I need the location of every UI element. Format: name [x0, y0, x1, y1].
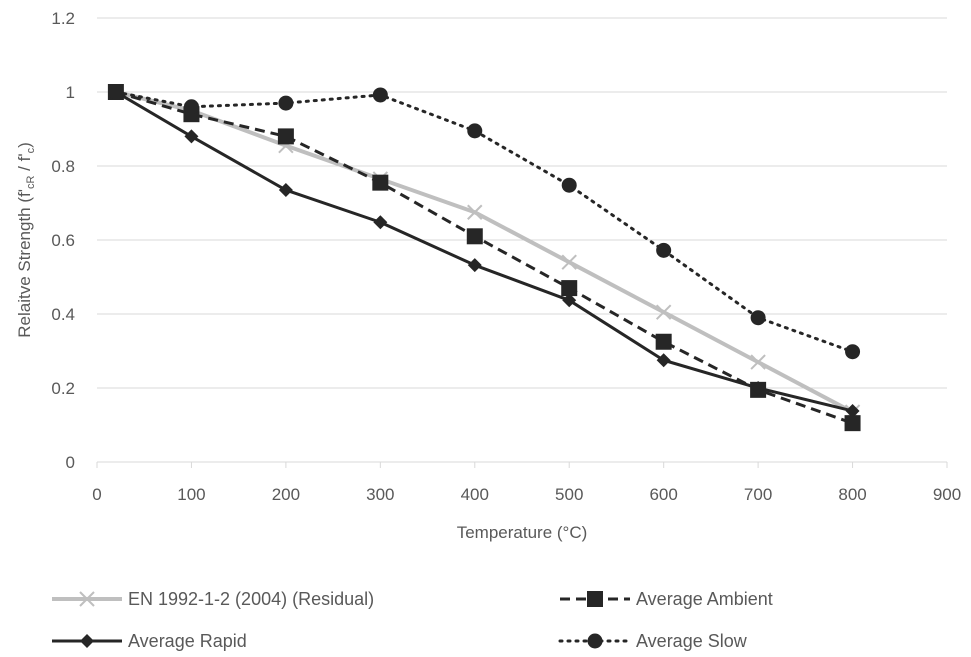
y-tick-label: 1.2 — [51, 9, 75, 28]
marker-stroke — [561, 254, 577, 270]
data-point — [655, 304, 672, 320]
data-point — [750, 354, 766, 370]
legend-item-1: Average Ambient — [560, 589, 773, 609]
x-tick-label: 900 — [933, 485, 961, 504]
legend-item-0: EN 1992-1-2 (2004) (Residual) — [52, 589, 374, 609]
data-point — [561, 177, 577, 193]
marker-stroke — [467, 204, 483, 220]
data-point — [278, 95, 294, 111]
data-point — [655, 333, 672, 350]
x-tick-label: 600 — [649, 485, 677, 504]
y-tick-label: 0.4 — [51, 305, 75, 324]
axes: 0 0.2 0.4 0.6 0.8 1 1.2 0 100 200 300 400 500 600 700 8… — [15, 9, 961, 542]
y-axis-title: Relaitve Strength (f'cR / f'c) — [15, 142, 37, 338]
y-axis-title-subscript: cR — [25, 176, 37, 190]
y-axis-title-part: Relaitve Strength (f' — [15, 189, 34, 338]
x-tick-label: 300 — [366, 485, 394, 504]
data-point — [467, 258, 482, 273]
data-point — [373, 215, 388, 230]
data-point — [467, 204, 483, 220]
x-tick-label: 800 — [838, 485, 866, 504]
x-tick-label: 700 — [744, 485, 772, 504]
legend-swatch-marker — [79, 591, 95, 607]
marker-stroke — [79, 591, 95, 607]
data-point — [845, 344, 861, 360]
data-point — [278, 183, 293, 198]
series-line — [115, 90, 853, 413]
x-tick-label: 200 — [272, 485, 300, 504]
data-point — [561, 254, 577, 270]
data-point — [372, 87, 388, 103]
marker-stroke — [655, 304, 672, 320]
y-tick-label: 0 — [66, 453, 75, 472]
legend-swatch-marker — [587, 633, 603, 649]
data-point — [750, 310, 766, 326]
marker-stroke — [750, 354, 766, 370]
legend-label: EN 1992-1-2 (2004) (Residual) — [128, 589, 374, 609]
series-line — [115, 90, 854, 425]
data-point — [184, 129, 199, 144]
data-point — [561, 280, 578, 297]
series-3 — [108, 84, 861, 360]
legend-item-3: Average Slow — [558, 631, 748, 651]
y-axis-title-part: ) — [15, 142, 34, 148]
legend-label: Average Ambient — [636, 589, 773, 609]
series-line — [114, 90, 855, 354]
y-tick-label: 0.8 — [51, 157, 75, 176]
data-point — [183, 99, 199, 115]
gridlines — [97, 17, 947, 389]
data-point — [656, 242, 672, 258]
data-point — [277, 128, 294, 145]
series-group — [107, 84, 861, 432]
y-axis-title-part: / f' — [15, 153, 34, 175]
data-point — [656, 353, 671, 368]
series-2 — [108, 85, 860, 418]
data-point — [466, 228, 483, 245]
x-tick-label: 100 — [177, 485, 205, 504]
data-point — [372, 174, 389, 191]
y-tick-label: 0.6 — [51, 231, 75, 250]
legend-swatch-marker — [587, 591, 603, 607]
x-tick-label: 0 — [92, 485, 101, 504]
x-axis-title: Temperature (°C) — [457, 523, 588, 542]
legend-label: Average Rapid — [128, 631, 247, 651]
data-point — [562, 293, 577, 308]
data-point — [467, 123, 483, 139]
data-point — [108, 84, 124, 100]
y-tick-label: 1 — [66, 83, 75, 102]
y-tick-label: 0.2 — [51, 379, 75, 398]
x-tick-label: 400 — [461, 485, 489, 504]
series-line — [115, 90, 854, 414]
legend: EN 1992-1-2 (2004) (Residual) Average Amb… — [52, 589, 773, 651]
x-tick-label: 500 — [555, 485, 583, 504]
data-point — [844, 415, 861, 432]
legend-label: Average Slow — [636, 631, 748, 651]
y-axis-title-subscript: c — [25, 147, 37, 153]
data-point — [751, 381, 766, 395]
legend-swatch-marker — [80, 634, 94, 648]
legend-item-2: Average Rapid — [52, 631, 247, 651]
data-point — [845, 403, 860, 418]
